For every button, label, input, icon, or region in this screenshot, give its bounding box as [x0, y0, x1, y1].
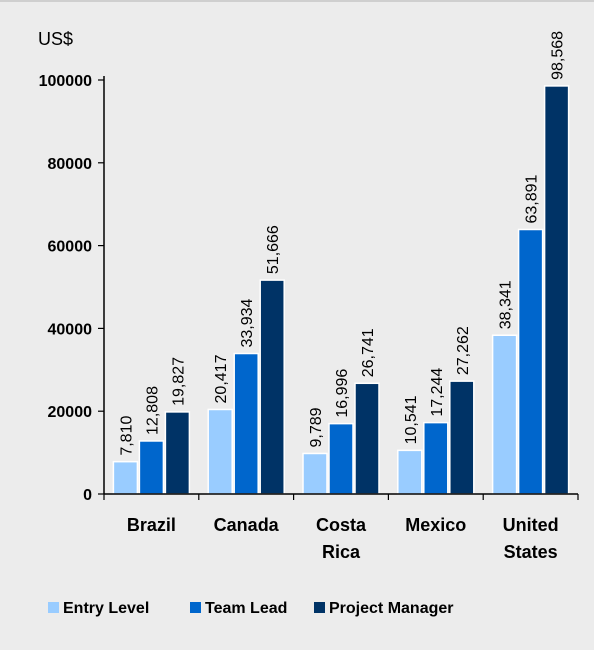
- bars: [112, 85, 570, 495]
- bar-entry-level: [397, 449, 423, 495]
- category-label: States: [504, 542, 558, 562]
- bar-entry-level: [491, 334, 518, 495]
- category-label: Canada: [214, 515, 280, 535]
- y-tick-label: 20000: [48, 404, 93, 421]
- data-label: 19,827: [170, 357, 187, 406]
- data-label: 98,568: [550, 31, 567, 80]
- y-axis-ticks: 0 20000 40000 60000 80000 100000: [39, 73, 104, 504]
- bar-project-manager: [164, 411, 191, 495]
- legend: Entry Level Team Lead Project Manager: [48, 600, 453, 617]
- data-label: 38,341: [498, 280, 515, 329]
- legend-label: Project Manager: [329, 600, 453, 617]
- legend-label: Team Lead: [205, 600, 287, 617]
- bar-project-manager: [543, 85, 570, 495]
- data-label: 33,934: [239, 298, 256, 347]
- y-tick-label: 0: [83, 487, 92, 504]
- bar-entry-level: [302, 452, 328, 495]
- data-label: 9,789: [308, 407, 325, 447]
- y-tick-label: 60000: [48, 239, 93, 256]
- bar-team-lead: [233, 352, 259, 495]
- bar-team-lead: [423, 421, 449, 495]
- data-label: 63,891: [524, 174, 541, 223]
- y-tick-label: 80000: [48, 156, 93, 173]
- data-label: 20,417: [213, 354, 230, 403]
- y-tick-label: 100000: [39, 73, 92, 90]
- category-label: United: [503, 515, 559, 535]
- bar-team-lead: [517, 228, 544, 495]
- legend-swatch: [314, 602, 325, 613]
- legend-label: Entry Level: [63, 600, 149, 617]
- data-label: 16,996: [334, 369, 351, 418]
- data-label: 26,741: [360, 328, 377, 377]
- y-tick-label: 40000: [48, 321, 93, 338]
- bar-entry-level: [112, 460, 139, 495]
- bar-project-manager: [449, 380, 475, 495]
- data-label: 51,666: [265, 225, 282, 274]
- category-label: Rica: [322, 542, 361, 562]
- data-label: 17,244: [429, 368, 446, 417]
- bar-team-lead: [138, 440, 165, 495]
- data-label: 27,262: [455, 326, 472, 375]
- legend-swatch: [48, 602, 59, 613]
- bar-project-manager: [354, 382, 380, 495]
- category-label: Brazil: [127, 515, 176, 535]
- legend-swatch: [190, 602, 201, 613]
- bar-project-manager: [259, 279, 285, 495]
- data-label: 12,808: [144, 386, 161, 435]
- data-label: 10,541: [403, 395, 420, 444]
- bar-entry-level: [207, 408, 233, 495]
- data-label: 7,810: [118, 416, 135, 456]
- data-labels: 7,810 20,417 9,789 10,541 38,341 12,808 33,934…: [118, 31, 566, 456]
- y-axis-unit-label: US$: [38, 29, 73, 49]
- axes: [103, 76, 579, 500]
- x-axis-categories: Brazil Canada Costa Rica Mexico United States: [127, 515, 559, 562]
- category-label: Costa: [316, 515, 367, 535]
- category-label: Mexico: [405, 515, 466, 535]
- bar-team-lead: [328, 422, 354, 495]
